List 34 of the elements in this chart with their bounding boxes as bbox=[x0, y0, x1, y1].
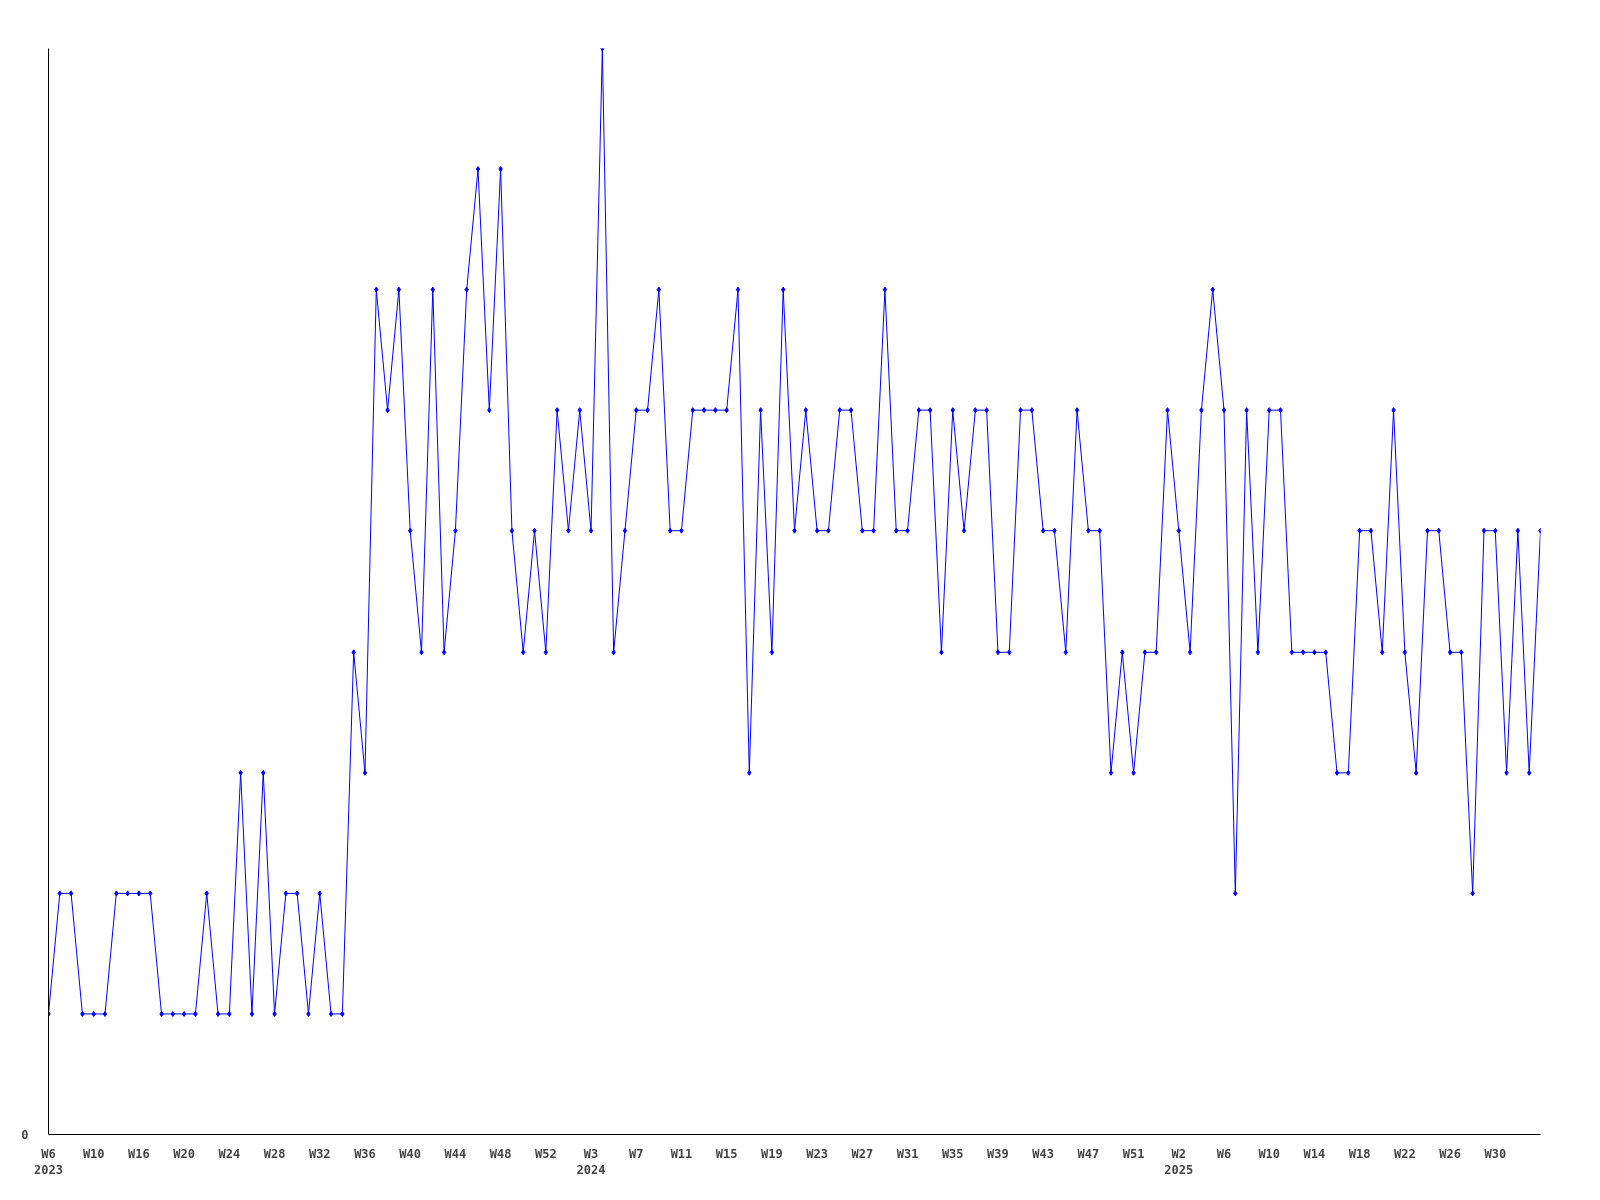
x-tick-label: W20 bbox=[173, 1146, 195, 1161]
text: 0 bbox=[21, 1128, 29, 1142]
x-tick-label: W44 bbox=[444, 1146, 467, 1161]
x-tick-label: W32 bbox=[308, 1146, 331, 1161]
x-tick-label: W48 bbox=[489, 1146, 512, 1161]
x-tick-label: W10 bbox=[1258, 1146, 1281, 1161]
x-tick-label: W43 bbox=[1032, 1146, 1055, 1161]
x-tick-label: W23 bbox=[806, 1146, 828, 1161]
x-tick-label: W30 bbox=[1484, 1146, 1507, 1161]
x-tick-label: W52 bbox=[535, 1146, 557, 1161]
x-tick-label: W26 bbox=[1439, 1146, 1461, 1161]
x-tick-label: W19 bbox=[761, 1146, 783, 1161]
x-tick-label: W40 bbox=[399, 1146, 422, 1161]
x-tick-label: W7 bbox=[629, 1146, 644, 1161]
x-tick-label: W28 bbox=[263, 1146, 286, 1161]
x-tick-label: W6 bbox=[1216, 1146, 1232, 1161]
x-tick-label: W15 bbox=[715, 1146, 738, 1161]
x-tick-label: W14 bbox=[1303, 1146, 1326, 1161]
x-tick-label: W27 bbox=[851, 1146, 874, 1161]
x-tick-label: W11 bbox=[670, 1146, 693, 1161]
x-tick-label: W47 bbox=[1077, 1146, 1100, 1161]
x-tick-label: W10 bbox=[82, 1146, 105, 1161]
x-tick-label: W3 2024 bbox=[576, 1146, 606, 1178]
x-tick-label: W51 bbox=[1122, 1146, 1145, 1161]
x-tick-label: W6 2023 bbox=[34, 1146, 63, 1178]
x-tick-label: W2 2025 bbox=[1164, 1146, 1194, 1178]
x-tick-label: W36 bbox=[354, 1146, 376, 1161]
x-tick-label: W16 bbox=[128, 1146, 150, 1161]
x-tick-label: W35 bbox=[941, 1146, 964, 1161]
x-tick-label: W22 bbox=[1394, 1146, 1416, 1161]
x-tick-label: W18 bbox=[1348, 1146, 1371, 1161]
x-tick-label: W39 bbox=[987, 1146, 1009, 1161]
x-tick-label: W31 bbox=[896, 1146, 919, 1161]
x-tick-label: W24 bbox=[218, 1146, 241, 1161]
